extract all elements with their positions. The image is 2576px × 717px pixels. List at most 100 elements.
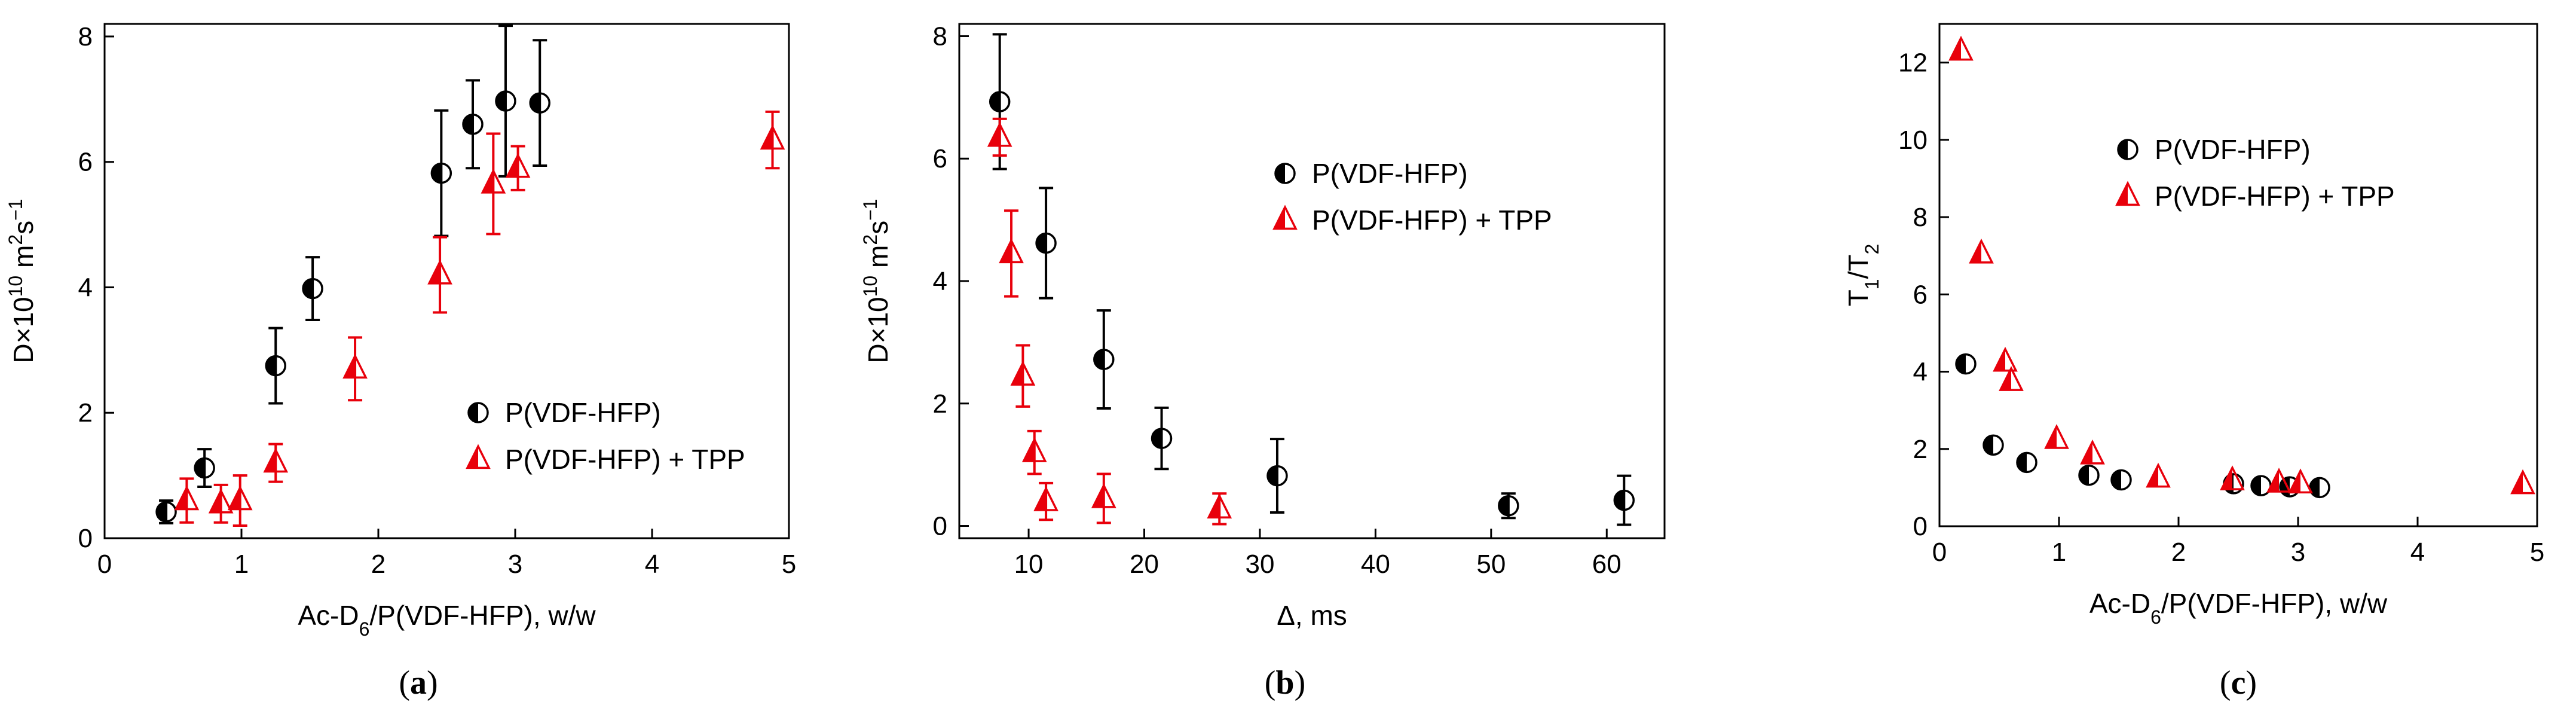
data-point-outline xyxy=(194,457,215,479)
legend-label: P(VDF-HFP) xyxy=(2155,134,2311,165)
y-tick-label: 0 xyxy=(1913,512,1928,541)
y-tick-label: 2 xyxy=(1913,435,1928,464)
y-tick-label: 2 xyxy=(78,398,93,428)
data-point-outline xyxy=(760,124,785,150)
legend-marker-outline xyxy=(467,402,489,423)
y-axis-label: D×1010 m2s−1 xyxy=(859,199,894,363)
data-point-outline xyxy=(2078,464,2100,486)
data-point-outline xyxy=(1993,346,2018,372)
data-point-outline xyxy=(2016,451,2037,474)
legend-marker-outline xyxy=(2115,181,2140,206)
y-tick-label: 4 xyxy=(933,267,947,296)
legend-marker-outline xyxy=(2117,139,2138,160)
y-tick-label: 0 xyxy=(78,524,93,553)
data-point-outline xyxy=(1151,428,1173,449)
x-tick-label: 3 xyxy=(508,550,522,579)
legend-marker-outline xyxy=(1274,163,1296,184)
data-point-outline xyxy=(999,238,1024,264)
y-tick-label: 8 xyxy=(78,22,93,51)
data-point-outline xyxy=(2309,477,2330,499)
data-point-outline xyxy=(1033,486,1058,511)
panel-b: 10 20 30 40 50 60 0 2 4 6 8 Δ, ms D×1010 m2s−1 P(VDF-… xyxy=(859,22,1666,701)
legend: P(VDF-HFP) P(VDF-HFP) + TPP xyxy=(1272,158,1552,236)
x-tick-label: 1 xyxy=(234,550,249,579)
x-tick-label: 3 xyxy=(2291,538,2305,567)
x-tick-label: 40 xyxy=(1361,550,1390,579)
data-point-outline xyxy=(208,488,234,514)
y-tick-label: 8 xyxy=(1913,203,1928,232)
x-tick-label: 5 xyxy=(782,550,796,579)
legend-label: P(VDF-HFP) + TPP xyxy=(505,444,745,475)
x-tick-label: 30 xyxy=(1245,550,1274,579)
data-point-outline xyxy=(1207,493,1232,519)
y-tick-label: 4 xyxy=(78,273,93,302)
data-point-outline xyxy=(462,114,484,135)
x-tick-label: 0 xyxy=(97,550,112,579)
data-point-outline xyxy=(174,485,200,511)
series-pvdf-hfp-tpp xyxy=(1948,35,2535,495)
x-tick-label: 1 xyxy=(2052,538,2066,567)
data-point-outline xyxy=(1999,366,2024,391)
x-axis-label: Ac-D6/P(VDF-HFP), w/w xyxy=(2089,588,2388,628)
y-tick-label: 6 xyxy=(78,148,93,177)
data-point-outline xyxy=(1091,483,1116,508)
data-point-outline xyxy=(1021,437,1047,462)
y-axis-label: T1/T2 xyxy=(1843,244,1883,307)
y-axis-label: D×1010 m2s−1 xyxy=(5,199,39,363)
data-point-outline xyxy=(1035,232,1057,254)
y-tick-label: 2 xyxy=(933,389,947,419)
legend: P(VDF-HFP) P(VDF-HFP) + TPP xyxy=(2115,134,2395,212)
x-tick-label: 60 xyxy=(1592,550,1622,579)
data-point-outline xyxy=(505,152,531,178)
data-point-outline xyxy=(1955,353,1977,375)
series-pvdf-hfp-tpp xyxy=(987,117,1232,526)
panel-caption: (c) xyxy=(2220,664,2257,701)
data-point-outline xyxy=(1983,434,2004,456)
plot-frame xyxy=(103,23,790,539)
data-point-outline xyxy=(495,90,516,112)
data-point-outline xyxy=(2288,468,2313,494)
y-tick-label: 8 xyxy=(933,22,947,51)
x-axis-label: Ac-D6/P(VDF-HFP), w/w xyxy=(298,600,596,640)
x-tick-label: 2 xyxy=(2171,538,2186,567)
y-tick-label: 6 xyxy=(933,144,947,173)
series-pvdf-hfp xyxy=(1955,353,2330,499)
legend-marker-outline xyxy=(466,444,491,469)
panel-caption: (a) xyxy=(399,664,438,701)
x-tick-label: 10 xyxy=(1014,550,1044,579)
data-point-outline xyxy=(2510,469,2535,495)
data-point-outline xyxy=(227,485,253,511)
data-point-outline xyxy=(1093,349,1115,370)
x-tick-label: 5 xyxy=(2530,538,2544,567)
data-point-outline xyxy=(342,353,368,379)
legend-label: P(VDF-HFP) xyxy=(505,397,661,428)
legend-marker-outline xyxy=(1272,205,1298,230)
data-point-outline xyxy=(427,259,452,285)
data-point-outline xyxy=(1613,489,1635,511)
data-point-outline xyxy=(2080,439,2105,465)
series-pvdf-hfp xyxy=(155,25,550,524)
data-point-outline xyxy=(2044,424,2069,449)
y-tick-label: 4 xyxy=(1913,358,1928,387)
data-point-outline xyxy=(1498,495,1519,517)
data-point-outline xyxy=(302,277,323,300)
data-point-outline xyxy=(263,447,289,473)
data-point-outline xyxy=(2110,469,2132,491)
y-tick-label: 0 xyxy=(933,512,947,541)
data-point-outline xyxy=(1948,35,1974,61)
panel-a: 0 1 2 3 4 5 0 2 4 6 8 Ac-D6/P(VDF-HFP), w/w D×1010 m… xyxy=(5,22,796,701)
legend-label: P(VDF-HFP) + TPP xyxy=(1312,205,1552,236)
data-point-outline xyxy=(529,92,550,114)
legend: P(VDF-HFP) P(VDF-HFP) + TPP xyxy=(466,397,745,475)
data-point-outline xyxy=(1010,361,1036,386)
series-pvdf-hfp xyxy=(989,33,1635,526)
data-point-outline xyxy=(2220,465,2245,490)
data-point-outline xyxy=(1969,238,1994,264)
y-tick-label: 12 xyxy=(1898,48,1928,78)
x-tick-label: 4 xyxy=(2410,538,2425,567)
panel-caption: (b) xyxy=(1265,664,1305,701)
data-point-outline xyxy=(2266,468,2292,493)
data-point-outline xyxy=(989,91,1011,112)
data-point-outline xyxy=(481,168,506,194)
